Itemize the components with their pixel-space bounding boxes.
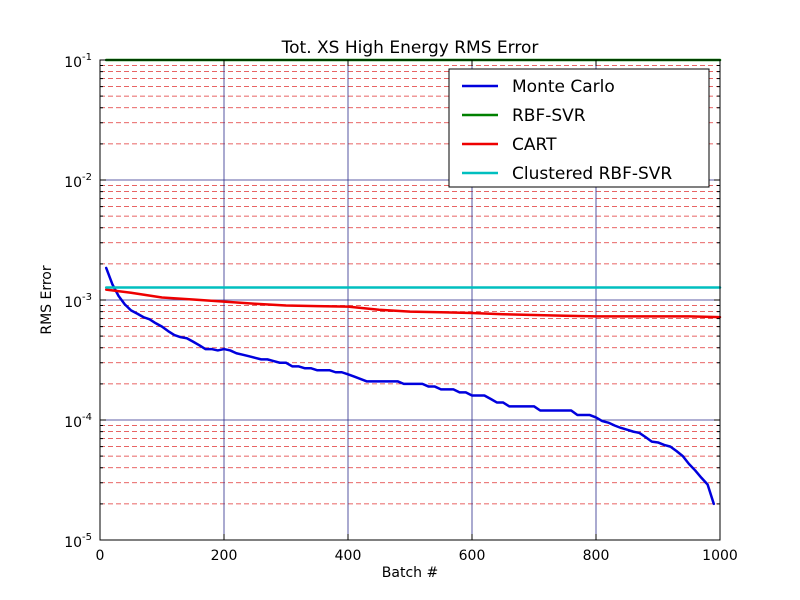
x-tick-label: 600 [459,548,486,564]
series-line-cart [104,288,722,319]
y-axis-ticks: 10-5 10-4 10-3 10-2 10-1 [64,52,720,551]
legend-box [448,68,710,188]
legend-label: Clustered RBF-SVR [512,164,672,184]
chart-title: Tot. XS High Energy RMS Error [281,38,539,58]
series-line-monte-carlo [104,266,716,506]
y-tick-label: 10-1 [64,52,92,71]
x-tick-label: 0 [96,548,105,564]
legend-label: RBF-SVR [512,106,586,126]
y-tick-label: 10-5 [64,532,92,551]
x-axis-label: Batch # [382,565,438,581]
x-axis-ticks: 0 200 400 600 800 1000 [96,60,738,564]
legend-label: Monte Carlo [512,77,615,97]
x-tick-label: 200 [211,548,238,564]
y-tick-label: 10-2 [64,172,92,191]
legend: Monte Carlo RBF-SVR CART Clustered RBF-SVR [448,68,710,188]
y-tick-label: 10-3 [64,292,92,311]
y-tick-label: 10-4 [64,412,92,431]
y-axis-label: RMS Error [39,265,55,335]
legend-label: CART [512,135,557,155]
x-tick-label: 400 [335,548,362,564]
x-tick-label: 1000 [702,548,738,564]
x-tick-label: 800 [583,548,610,564]
